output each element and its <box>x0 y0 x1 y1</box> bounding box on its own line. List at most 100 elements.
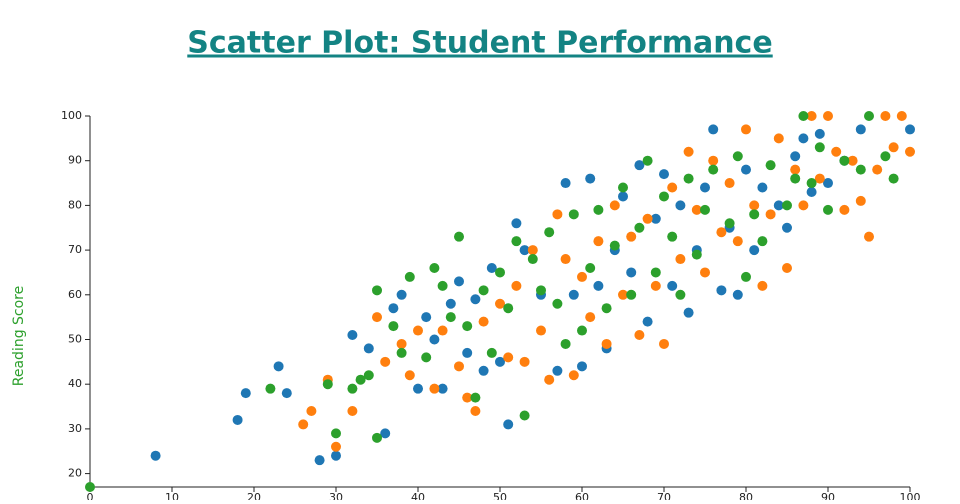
point <box>331 441 341 452</box>
point <box>232 414 243 425</box>
point <box>757 280 768 291</box>
point <box>470 406 481 417</box>
point <box>462 347 473 358</box>
point <box>240 388 251 399</box>
point <box>437 280 448 291</box>
point <box>855 195 866 206</box>
point <box>855 164 866 175</box>
point <box>429 262 440 273</box>
point <box>634 330 645 341</box>
point <box>314 455 325 466</box>
y-tick-label: 20 <box>68 467 82 480</box>
point <box>511 280 522 291</box>
point <box>396 347 407 358</box>
point <box>380 428 391 439</box>
point <box>470 294 481 305</box>
point <box>437 383 448 394</box>
point <box>544 227 555 238</box>
point <box>445 298 456 309</box>
point <box>536 325 546 336</box>
point <box>404 271 415 282</box>
point <box>708 124 719 135</box>
point <box>683 173 694 184</box>
point <box>642 316 653 327</box>
point <box>495 267 505 278</box>
point <box>749 209 760 220</box>
point <box>650 267 661 278</box>
y-tick-label: 30 <box>68 422 82 435</box>
point <box>618 289 628 300</box>
point <box>659 338 669 349</box>
point <box>265 383 276 394</box>
point <box>568 209 579 220</box>
point <box>462 321 473 332</box>
point <box>847 155 858 166</box>
point <box>700 182 710 193</box>
x-tick-label: 20 <box>247 491 261 500</box>
point <box>823 111 833 121</box>
point <box>454 231 464 242</box>
point <box>716 227 727 238</box>
point <box>577 325 587 336</box>
point <box>413 383 423 394</box>
y-tick-label: 100 <box>61 109 82 122</box>
point <box>782 200 792 211</box>
point <box>552 209 563 220</box>
point <box>667 280 678 291</box>
point <box>577 361 587 372</box>
point <box>888 173 899 184</box>
x-tick-label: 70 <box>657 491 671 500</box>
point <box>667 231 678 242</box>
x-tick-label: 0 <box>87 491 94 500</box>
point <box>478 365 489 376</box>
point <box>839 155 850 166</box>
point <box>421 312 432 323</box>
point <box>478 285 489 296</box>
point <box>585 173 596 184</box>
point <box>85 482 95 492</box>
x-tick-label: 50 <box>493 491 507 500</box>
x-tick-label: 100 <box>900 491 921 500</box>
y-tick-label: 60 <box>68 288 82 301</box>
point <box>380 356 391 367</box>
point <box>601 303 612 314</box>
point <box>511 236 522 247</box>
point <box>429 383 440 394</box>
point <box>544 374 555 385</box>
x-tick-label: 60 <box>575 491 589 500</box>
point <box>478 316 489 327</box>
point <box>363 370 374 381</box>
point <box>585 312 596 323</box>
point <box>273 361 284 372</box>
point <box>691 249 702 260</box>
point <box>683 146 694 157</box>
point <box>790 151 801 162</box>
point <box>683 307 694 318</box>
point <box>798 200 809 211</box>
point <box>626 267 637 278</box>
point <box>880 111 891 121</box>
point <box>790 164 801 175</box>
point <box>782 222 792 233</box>
point <box>880 151 891 162</box>
point <box>568 289 579 300</box>
point <box>741 164 751 175</box>
point <box>749 245 760 256</box>
point <box>896 111 907 121</box>
point <box>454 361 464 372</box>
point <box>708 164 719 175</box>
point <box>675 200 686 211</box>
x-tick-label: 90 <box>821 491 835 500</box>
point <box>773 200 784 211</box>
point <box>609 200 620 211</box>
point <box>782 262 792 273</box>
point <box>855 124 866 135</box>
y-axis-label: Reading Score <box>11 286 27 387</box>
point <box>454 276 464 287</box>
x-tick-label: 80 <box>739 491 753 500</box>
point <box>724 218 735 229</box>
point <box>585 262 596 273</box>
point <box>773 133 784 144</box>
point <box>470 392 481 403</box>
point <box>626 231 637 242</box>
